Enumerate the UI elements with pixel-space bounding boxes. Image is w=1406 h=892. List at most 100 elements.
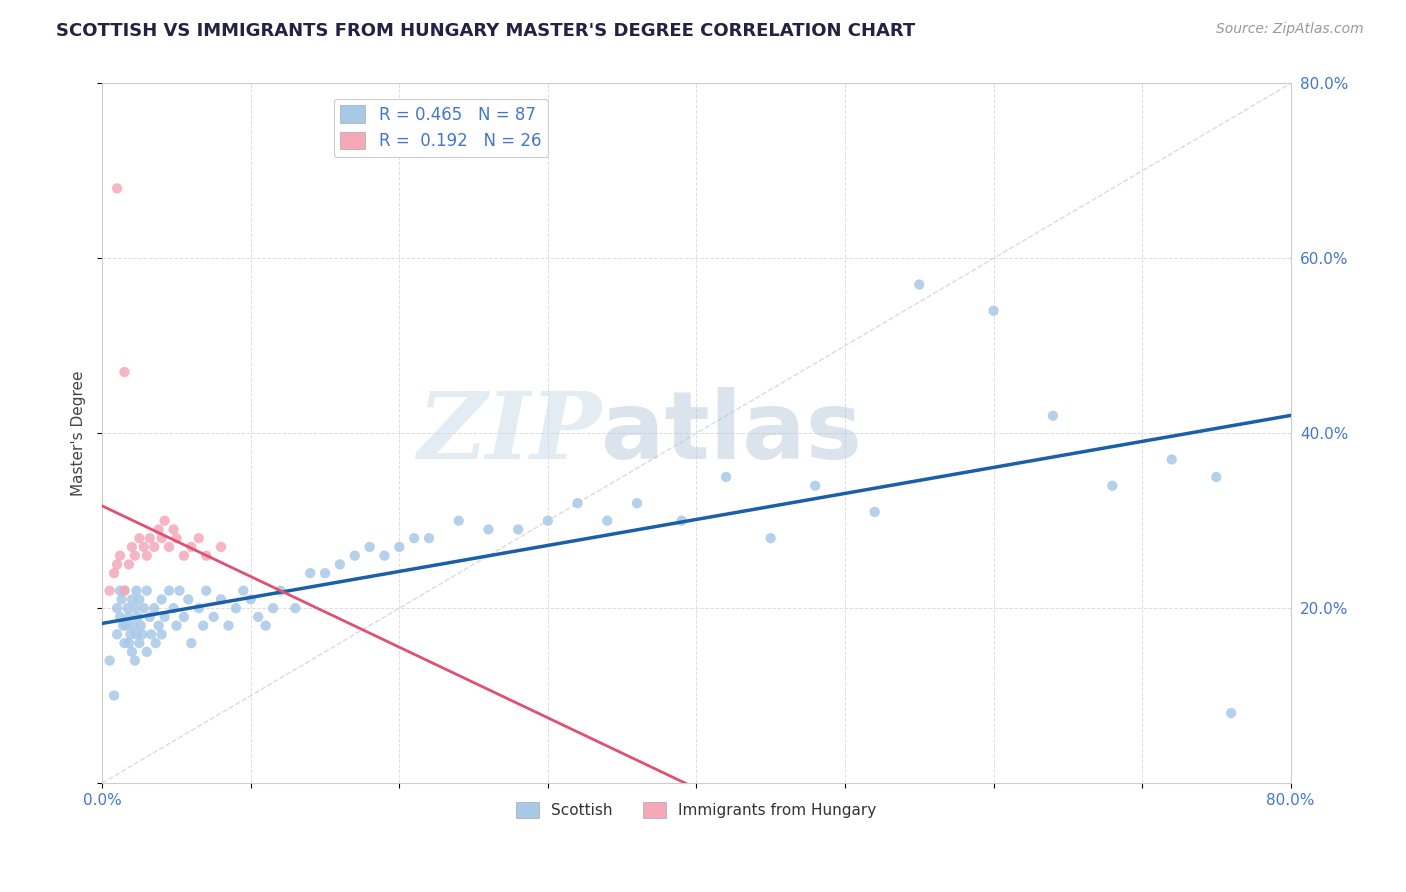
Point xyxy=(209,540,232,554)
Point xyxy=(131,627,153,641)
Point xyxy=(166,618,188,632)
Point xyxy=(111,618,134,632)
Point xyxy=(299,566,322,581)
Point xyxy=(404,531,426,545)
Point xyxy=(125,583,148,598)
Point xyxy=(108,583,131,598)
Point xyxy=(128,531,150,545)
Point xyxy=(1205,470,1227,484)
Legend: Scottish, Immigrants from Hungary: Scottish, Immigrants from Hungary xyxy=(510,797,883,824)
Point xyxy=(477,523,499,537)
Point xyxy=(162,601,184,615)
Point xyxy=(114,583,136,598)
Point xyxy=(117,601,139,615)
Point xyxy=(108,610,131,624)
Text: ZIP: ZIP xyxy=(418,388,602,478)
Point xyxy=(105,627,128,641)
Point xyxy=(714,470,737,484)
Point xyxy=(284,601,307,615)
Point xyxy=(359,540,381,554)
Point xyxy=(105,181,128,195)
Point xyxy=(157,583,180,598)
Point xyxy=(187,601,209,615)
Point xyxy=(141,627,163,641)
Point xyxy=(173,549,195,563)
Point xyxy=(759,531,782,545)
Point xyxy=(114,365,136,379)
Point xyxy=(537,514,560,528)
Point xyxy=(418,531,440,545)
Point xyxy=(254,618,277,632)
Point xyxy=(177,592,200,607)
Point xyxy=(108,549,131,563)
Point xyxy=(202,610,225,624)
Point xyxy=(122,618,145,632)
Point xyxy=(195,549,218,563)
Point xyxy=(373,549,395,563)
Point xyxy=(118,558,141,572)
Point xyxy=(135,549,157,563)
Point xyxy=(1042,409,1064,423)
Point xyxy=(314,566,336,581)
Point xyxy=(173,610,195,624)
Point xyxy=(118,610,141,624)
Text: atlas: atlas xyxy=(602,387,862,479)
Point xyxy=(98,583,121,598)
Point xyxy=(225,601,247,615)
Point xyxy=(128,636,150,650)
Point xyxy=(143,540,166,554)
Point xyxy=(187,531,209,545)
Point xyxy=(127,610,149,624)
Text: Source: ZipAtlas.com: Source: ZipAtlas.com xyxy=(1216,22,1364,37)
Point xyxy=(105,601,128,615)
Point xyxy=(132,540,155,554)
Point xyxy=(150,627,173,641)
Point xyxy=(269,583,291,598)
Point xyxy=(1101,479,1123,493)
Point xyxy=(125,627,148,641)
Point xyxy=(447,514,470,528)
Point xyxy=(508,523,530,537)
Point xyxy=(135,583,157,598)
Point xyxy=(128,592,150,607)
Point xyxy=(209,592,232,607)
Point xyxy=(153,610,176,624)
Point xyxy=(195,583,218,598)
Point xyxy=(148,523,170,537)
Point xyxy=(567,496,589,510)
Point xyxy=(166,531,188,545)
Point xyxy=(124,549,146,563)
Point xyxy=(145,636,167,650)
Point xyxy=(232,583,254,598)
Point xyxy=(247,610,270,624)
Point xyxy=(1220,706,1243,720)
Point xyxy=(596,514,619,528)
Point xyxy=(150,592,173,607)
Point xyxy=(157,540,180,554)
Point xyxy=(132,601,155,615)
Point xyxy=(180,636,202,650)
Point xyxy=(110,592,132,607)
Point xyxy=(239,592,262,607)
Point xyxy=(388,540,411,554)
Text: SCOTTISH VS IMMIGRANTS FROM HUNGARY MASTER'S DEGREE CORRELATION CHART: SCOTTISH VS IMMIGRANTS FROM HUNGARY MAST… xyxy=(56,22,915,40)
Point xyxy=(1160,452,1182,467)
Point xyxy=(103,689,125,703)
Point xyxy=(162,523,184,537)
Point xyxy=(262,601,284,615)
Point xyxy=(139,531,162,545)
Point xyxy=(124,601,146,615)
Point xyxy=(908,277,931,292)
Point xyxy=(115,618,138,632)
Point xyxy=(118,636,141,650)
Point xyxy=(103,566,125,581)
Point xyxy=(180,540,202,554)
Point xyxy=(121,592,143,607)
Point xyxy=(114,583,136,598)
Point xyxy=(121,645,143,659)
Point xyxy=(863,505,886,519)
Y-axis label: Master's Degree: Master's Degree xyxy=(72,370,86,496)
Point xyxy=(983,303,1005,318)
Point xyxy=(143,601,166,615)
Point xyxy=(193,618,215,632)
